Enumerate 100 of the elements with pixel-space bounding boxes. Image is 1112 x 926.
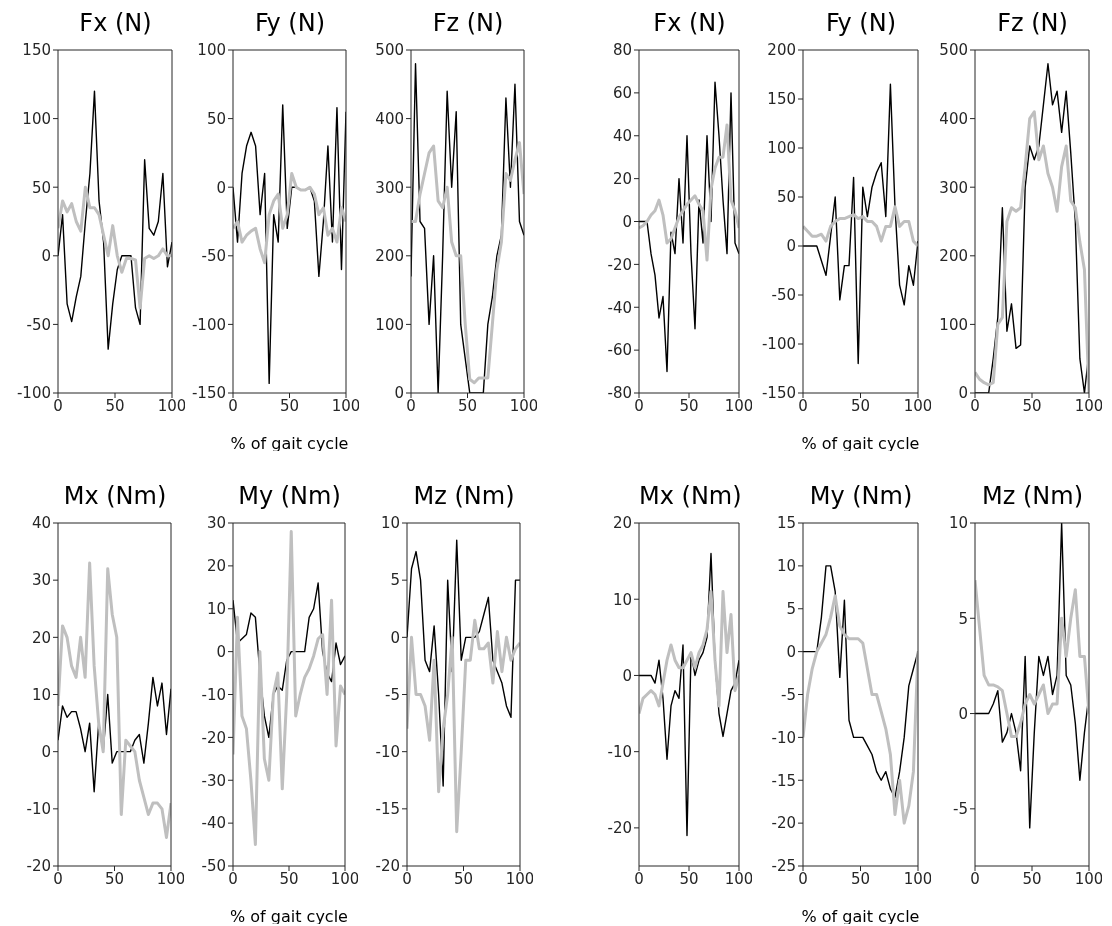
x-tick-label: 100 [330, 869, 360, 888]
line-series [411, 63, 524, 393]
y-tick-label: -100 [191, 315, 226, 334]
x-tick-label: 0 [798, 869, 808, 888]
y-tick-label: 0 [786, 237, 796, 256]
x-tick-label: 50 [679, 396, 699, 415]
y-tick-label: -20 [607, 255, 632, 274]
line-series [639, 590, 739, 716]
y-tick-label: 100 [197, 41, 226, 60]
y-tick-label: -20 [201, 728, 226, 747]
line-series [233, 530, 345, 847]
y-tick-label: 0 [41, 742, 51, 761]
y-tick-label: -10 [26, 800, 51, 819]
y-tick-label: 10 [31, 685, 51, 704]
x-tick-label: 0 [970, 396, 980, 415]
y-tick-label: 300 [939, 178, 968, 197]
line-series [58, 90, 172, 350]
x-tick-label: 0 [53, 869, 63, 888]
y-tick-label: -40 [201, 814, 226, 833]
y-tick-label: -30 [201, 771, 226, 790]
x-tick-label: 50 [1022, 869, 1042, 888]
y-tick-label: 300 [375, 178, 404, 197]
y-tick-label: 0 [390, 628, 400, 647]
line-series [803, 83, 918, 365]
x-tick-label: 100 [1074, 869, 1104, 888]
line-series [803, 565, 918, 799]
y-tick-label: -20 [771, 814, 796, 833]
y-tick-label: 5 [958, 609, 968, 628]
x-tick-label: 50 [457, 396, 478, 415]
y-tick-label: 200 [939, 247, 968, 266]
y-tick-label: 40 [31, 514, 51, 533]
y-tick-label: -25 [771, 857, 796, 876]
y-tick-label: 100 [22, 109, 51, 128]
y-tick-label: 10 [948, 514, 968, 533]
y-tick-label: -20 [607, 819, 632, 838]
x-tick-label: 100 [724, 869, 754, 888]
x-tick-label: 0 [798, 396, 808, 415]
y-tick-label: 0 [622, 212, 632, 231]
y-tick-label: 0 [786, 642, 796, 661]
x-tick-label: 50 [104, 869, 125, 888]
chart-title: Mz (Nm) [412, 481, 516, 512]
chart-title: My (Nm) [237, 481, 342, 512]
x-tick-label: 100 [157, 396, 187, 415]
x-tick-label: 0 [634, 869, 644, 888]
y-tick-label: 150 [22, 41, 51, 60]
x-tick-label: 0 [406, 396, 416, 415]
y-tick-label: 50 [776, 188, 796, 207]
y-tick-label: 10 [612, 590, 632, 609]
y-tick-label: -150 [761, 384, 796, 403]
y-tick-label: -40 [607, 298, 632, 317]
x-tick-label: 50 [105, 396, 125, 415]
y-tick-label: 10 [206, 600, 226, 619]
chart-title: Fy (N) [824, 8, 898, 39]
x-tick-label: 0 [53, 396, 63, 415]
line-series [407, 618, 520, 834]
y-tick-label: 10 [776, 557, 796, 576]
y-tick-label: -15 [375, 800, 400, 819]
line-series [803, 205, 918, 248]
y-tick-label: -20 [26, 857, 51, 876]
x-tick-label: 100 [724, 396, 754, 415]
x-tick-label: 50 [279, 869, 299, 888]
line-series [975, 523, 1089, 829]
line-series [58, 676, 171, 793]
y-tick-label: -80 [607, 384, 632, 403]
y-tick-label: 60 [612, 84, 632, 103]
y-tick-label: 400 [375, 109, 404, 128]
x-tick-label: 0 [228, 869, 238, 888]
x-tick-label: 100 [903, 396, 933, 415]
y-tick-label: 0 [216, 642, 226, 661]
y-tick-label: 0 [41, 247, 51, 266]
y-tick-label: 30 [206, 514, 226, 533]
x-tick-label: 50 [279, 396, 300, 415]
y-tick-label: 200 [375, 247, 404, 266]
chart-title: Mz (Nm) [981, 481, 1084, 512]
y-tick-label: 30 [31, 571, 51, 590]
y-tick-label: 400 [939, 109, 968, 128]
y-tick-label: 0 [216, 178, 226, 197]
chart-title: Fz (N) [431, 8, 505, 39]
line-series [233, 104, 346, 385]
y-tick-label: 5 [390, 571, 400, 590]
y-tick-label: 0 [958, 384, 968, 403]
y-tick-label: 10 [380, 514, 400, 533]
y-tick-label: 200 [767, 41, 796, 60]
x-tick-label: 50 [1022, 396, 1042, 415]
line-series [639, 123, 739, 262]
y-tick-label: 20 [612, 514, 632, 533]
y-tick-label: -20 [375, 857, 400, 876]
y-tick-label: 20 [612, 169, 632, 188]
line-series [411, 141, 524, 385]
y-tick-label: 20 [31, 628, 51, 647]
y-tick-label: -5 [385, 685, 400, 704]
chart-title: Fx (N) [652, 8, 727, 39]
y-tick-label: -50 [201, 857, 226, 876]
y-tick-label: -15 [771, 771, 796, 790]
y-tick-label: -50 [201, 247, 226, 266]
y-tick-label: -60 [607, 341, 632, 360]
chart-title: Fz (N) [996, 8, 1069, 39]
x-tick-label: 0 [228, 396, 238, 415]
y-tick-label: -100 [16, 384, 51, 403]
y-tick-label: -10 [375, 742, 400, 761]
